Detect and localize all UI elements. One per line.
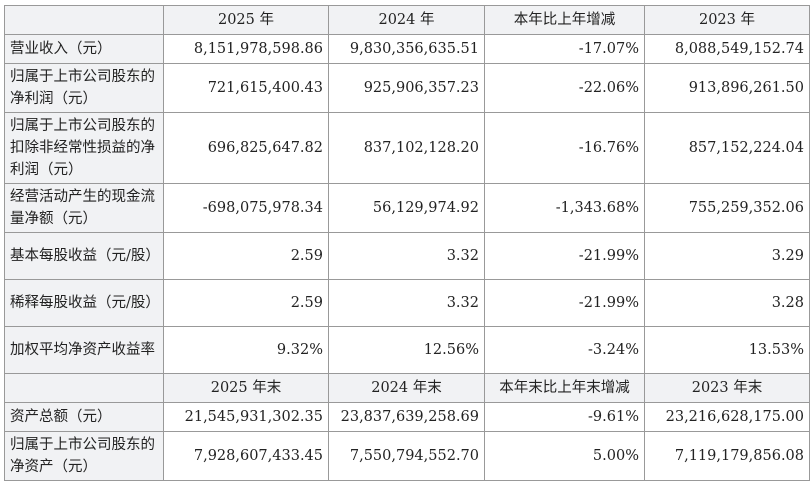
header-cell: 本年末比上年末增减 [484, 373, 645, 403]
value-cell: 7,119,179,856.08 [644, 431, 810, 481]
value-cell: 23,837,639,258.69 [328, 402, 485, 432]
header-cell: 本年比上年增减 [484, 5, 645, 35]
data-row: 稀释每股收益（元/股） 2.59 3.32 -21.99% 3.28 [4, 279, 810, 327]
row-label: 资产总额（元） [4, 402, 164, 432]
value-cell: 3.32 [328, 232, 485, 280]
header-cell: 2025 年 [163, 5, 329, 35]
value-cell: 13.53% [644, 326, 810, 374]
row-label: 营业收入（元） [4, 34, 164, 64]
value-cell: 8,088,549,152.74 [644, 34, 810, 64]
row-label: 经营活动产生的现金流量净额（元） [4, 183, 164, 233]
value-cell: 913,896,261.50 [644, 63, 810, 113]
header-cell: 2024 年 [328, 5, 485, 35]
value-cell: 23,216,628,175.00 [644, 402, 810, 432]
value-cell: 3.29 [644, 232, 810, 280]
value-cell: 2.59 [163, 232, 329, 280]
row-label: 基本每股收益（元/股） [4, 232, 164, 280]
data-row: 加权平均净资产收益率 9.32% 12.56% -3.24% 13.53% [4, 326, 810, 374]
value-cell: 7,928,607,433.45 [163, 431, 329, 481]
value-cell: -698,075,978.34 [163, 183, 329, 233]
header-blank [4, 373, 164, 403]
value-cell: 721,615,400.43 [163, 63, 329, 113]
value-cell: 2.59 [163, 279, 329, 327]
header-cell: 2023 年末 [644, 373, 810, 403]
value-cell: 12.56% [328, 326, 485, 374]
value-cell: 8,151,978,598.86 [163, 34, 329, 64]
data-row: 基本每股收益（元/股） 2.59 3.32 -21.99% 3.29 [4, 232, 810, 280]
data-row: 资产总额（元） 21,545,931,302.35 23,837,639,258.6… [4, 402, 810, 432]
value-cell: -17.07% [484, 34, 645, 64]
data-row: 营业收入（元） 8,151,978,598.86 9,830,356,635.51-… [4, 34, 810, 64]
value-cell: 9.32% [163, 326, 329, 374]
financial-table: 2025 年 2024 年本年比上年增减 2023 年营业收入（元） 8,151,97… [4, 5, 810, 481]
value-cell: -1,343.68% [484, 183, 645, 233]
value-cell: 21,545,931,302.35 [163, 402, 329, 432]
header-cell: 2025 年末 [163, 373, 329, 403]
value-cell: 56,129,974.92 [328, 183, 485, 233]
row-label: 稀释每股收益（元/股） [4, 279, 164, 327]
value-cell: 837,102,128.20 [328, 112, 485, 184]
data-row: 经营活动产生的现金流量净额（元） -698,075,978.34 56,129,97… [4, 183, 810, 233]
value-cell: 925,906,357.23 [328, 63, 485, 113]
value-cell: -16.76% [484, 112, 645, 184]
header-row: 2025 年 2024 年本年比上年增减 2023 年 [4, 5, 810, 35]
value-cell: -21.99% [484, 232, 645, 280]
header-blank [4, 5, 164, 35]
value-cell: 696,825,647.82 [163, 112, 329, 184]
data-row: 归属于上市公司股东的净资产（元） 7,928,607,433.45 7,550,79… [4, 431, 810, 481]
header-row: 2025 年末 2024 年末 本年末比上年末增减 2023 年末 [4, 373, 810, 403]
row-label: 加权平均净资产收益率 [4, 326, 164, 374]
value-cell: 7,550,794,552.70 [328, 431, 485, 481]
value-cell: 9,830,356,635.51 [328, 34, 485, 64]
value-cell: 857,152,224.04 [644, 112, 810, 184]
data-row: 归属于上市公司股东的扣除非经常性损益的净利润（元） 696,825,647.82 8… [4, 112, 810, 184]
row-label: 归属于上市公司股东的净资产（元） [4, 431, 164, 481]
value-cell: 3.28 [644, 279, 810, 327]
data-row: 归属于上市公司股东的净利润（元） 721,615,400.43 925,906,35… [4, 63, 810, 113]
value-cell: -22.06% [484, 63, 645, 113]
value-cell: -3.24% [484, 326, 645, 374]
row-label: 归属于上市公司股东的扣除非经常性损益的净利润（元） [4, 112, 164, 184]
header-cell: 2023 年 [644, 5, 810, 35]
value-cell: -9.61% [484, 402, 645, 432]
value-cell: 5.00% [484, 431, 645, 481]
value-cell: -21.99% [484, 279, 645, 327]
value-cell: 3.32 [328, 279, 485, 327]
header-cell: 2024 年末 [328, 373, 485, 403]
value-cell: 755,259,352.06 [644, 183, 810, 233]
row-label: 归属于上市公司股东的净利润（元） [4, 63, 164, 113]
